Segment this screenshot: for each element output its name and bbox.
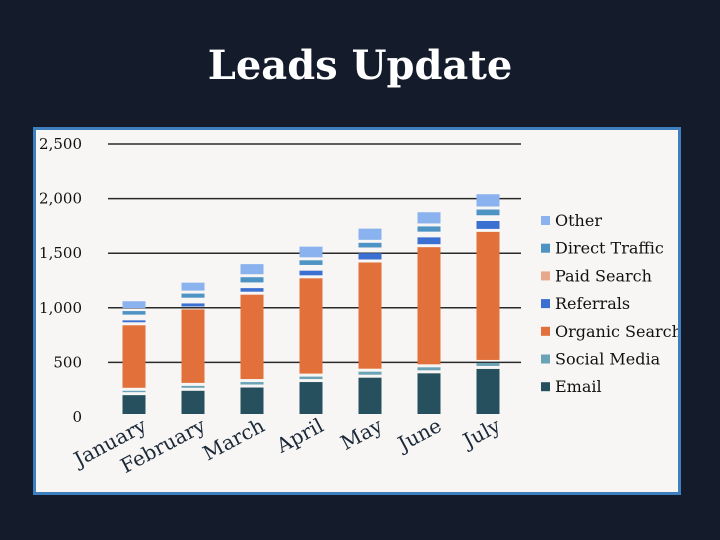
y-tick-label: 0: [72, 408, 82, 426]
bar-segment: [476, 194, 500, 207]
legend-label: Paid Search: [555, 266, 652, 285]
legend-item: Paid Search: [541, 266, 652, 285]
bar-segment: [417, 212, 441, 224]
legend-label: Direct Traffic: [555, 239, 664, 258]
bar-segment: [299, 376, 323, 380]
bar-segment: [240, 382, 264, 385]
bar-segment: [299, 382, 323, 414]
bar-segment: [299, 270, 323, 276]
bar-segment: [181, 385, 205, 388]
legend-item: Email: [541, 377, 602, 396]
legend-item: Direct Traffic: [541, 239, 664, 258]
legend-item: Social Media: [541, 350, 661, 369]
bar-segment: [358, 253, 382, 260]
bar-segment: [417, 237, 441, 245]
bar-segment: [181, 309, 205, 383]
bar-segment: [240, 288, 264, 292]
legend-swatch: [541, 326, 550, 336]
legend-item: Referrals: [541, 294, 630, 313]
bar-segment: [122, 311, 146, 315]
bar-segment: [181, 293, 205, 298]
slide-title: Leads Update: [207, 42, 513, 89]
bar-segment: [240, 264, 264, 275]
bar-segment: [358, 371, 382, 375]
bar-segment: [358, 242, 382, 248]
bar-segment: [358, 228, 382, 240]
x-category-label: May: [336, 413, 386, 455]
legend-label: Email: [555, 377, 602, 396]
legend-swatch: [541, 216, 550, 225]
y-axis-tick-labels: 0 500 1,000 1,500 2,000 2,500: [39, 135, 82, 426]
y-tick-label: 1,500: [39, 244, 82, 262]
legend-label: Organic Search: [555, 322, 678, 341]
chart-panel: 0 500 1,000 1,500 2,000 2,500 January February…: [33, 127, 681, 495]
legend-swatch: [541, 382, 550, 392]
bar-segment: [181, 303, 205, 307]
bar-segment: [417, 367, 441, 371]
bar-segment: [358, 377, 382, 414]
bar-segment: [299, 246, 323, 258]
bar-segment: [181, 390, 205, 414]
bar-segment: [299, 278, 323, 374]
x-category-label: June: [392, 413, 445, 457]
legend-item: Other: [541, 211, 602, 230]
legend-label: Referrals: [555, 294, 630, 313]
legend-swatch: [541, 271, 550, 281]
bar-segment: [181, 282, 205, 291]
bar-segment: [122, 301, 146, 309]
legend-label: Other: [555, 211, 602, 230]
bar-segment: [122, 320, 146, 323]
legend-swatch: [541, 354, 550, 364]
bar-segment: [122, 325, 146, 388]
legend-item: Organic Search: [541, 322, 678, 341]
bar-segment: [476, 231, 500, 360]
bar-segment: [417, 247, 441, 365]
legend: Other Direct Traffic Paid Search Referrals O…: [541, 211, 678, 396]
y-tick-label: 2,000: [39, 190, 82, 208]
bars: [122, 194, 500, 414]
legend-swatch: [541, 243, 550, 253]
bar-segment: [476, 209, 500, 216]
bar-segment: [240, 387, 264, 414]
legend-label: Social Media: [555, 350, 661, 369]
bar-segment: [476, 368, 500, 414]
bar-segment: [240, 294, 264, 380]
bar-segment: [122, 395, 146, 414]
bar-segment: [417, 373, 441, 414]
x-category-label: July: [457, 413, 505, 454]
bar-segment: [417, 226, 441, 232]
y-tick-label: 500: [53, 353, 82, 371]
y-tick-label: 2,500: [39, 135, 82, 153]
x-category-label: March: [199, 413, 269, 465]
legend-swatch: [541, 299, 550, 309]
bar-segment: [122, 390, 146, 393]
bar-segment: [358, 262, 382, 369]
bar-segment: [476, 362, 500, 366]
y-tick-label: 1,000: [39, 299, 82, 317]
bar-segment: [476, 220, 500, 229]
bar-segment: [299, 260, 323, 265]
x-category-label: April: [271, 413, 327, 458]
bar-segment: [240, 277, 264, 283]
